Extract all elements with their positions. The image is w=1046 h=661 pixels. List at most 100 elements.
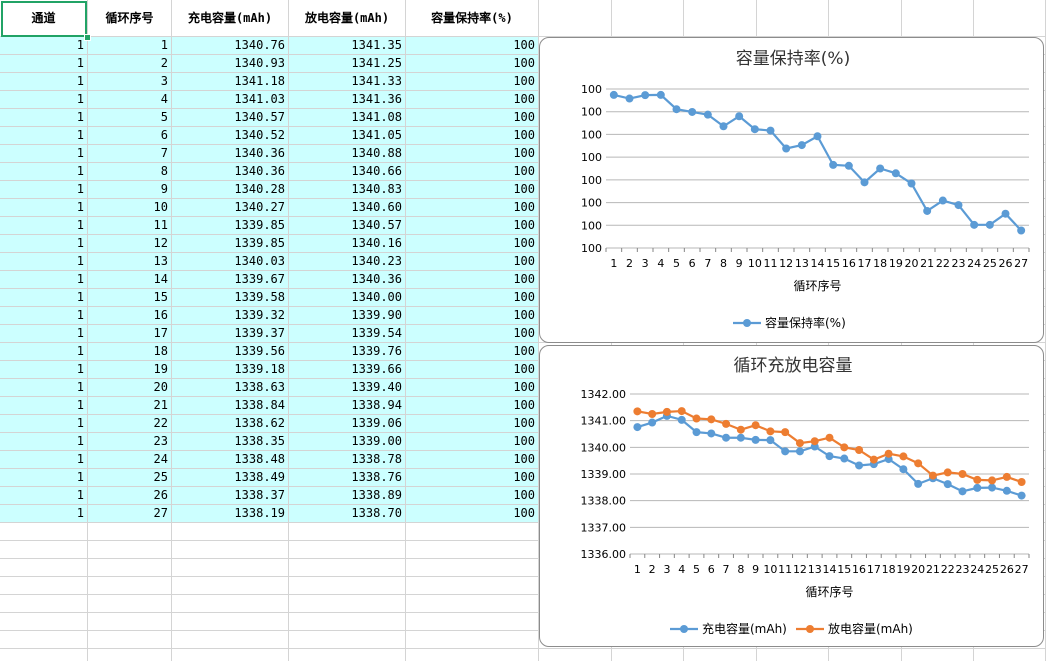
empty-cell[interactable] — [289, 577, 406, 595]
cell-channel[interactable]: 1 — [0, 217, 88, 235]
empty-cell[interactable] — [172, 541, 289, 559]
cell-charge[interactable]: 1339.85 — [172, 217, 289, 235]
empty-cell[interactable] — [406, 523, 539, 541]
cell-channel[interactable]: 1 — [0, 181, 88, 199]
empty-cell[interactable] — [172, 631, 289, 649]
empty-cell[interactable] — [88, 631, 172, 649]
cell-channel[interactable]: 1 — [0, 235, 88, 253]
cell-cycle[interactable]: 22 — [88, 415, 172, 433]
cell-charge[interactable]: 1338.63 — [172, 379, 289, 397]
cell-charge[interactable]: 1339.85 — [172, 235, 289, 253]
cell-retention[interactable]: 100 — [406, 289, 539, 307]
cell-channel[interactable]: 1 — [0, 487, 88, 505]
cell-cycle[interactable]: 16 — [88, 307, 172, 325]
cell-discharge[interactable]: 1340.60 — [289, 199, 406, 217]
cell-channel[interactable]: 1 — [0, 145, 88, 163]
cell-charge[interactable]: 1340.76 — [172, 37, 289, 55]
cell-discharge[interactable]: 1339.54 — [289, 325, 406, 343]
cell-charge[interactable]: 1340.28 — [172, 181, 289, 199]
empty-cell[interactable] — [406, 595, 539, 613]
cell-retention[interactable]: 100 — [406, 55, 539, 73]
cell-channel[interactable]: 1 — [0, 163, 88, 181]
cell-retention[interactable]: 100 — [406, 397, 539, 415]
cell-cycle[interactable]: 27 — [88, 505, 172, 523]
empty-cell[interactable] — [172, 649, 289, 661]
header-cell-discharge[interactable]: 放电容量(mAh) — [289, 0, 406, 37]
header-cell-channel[interactable]: 通道 — [0, 0, 88, 37]
cell-retention[interactable]: 100 — [406, 73, 539, 91]
cell-discharge[interactable]: 1341.35 — [289, 37, 406, 55]
cell-discharge[interactable]: 1338.70 — [289, 505, 406, 523]
cell-channel[interactable]: 1 — [0, 55, 88, 73]
empty-cell[interactable] — [757, 0, 829, 37]
empty-cell[interactable] — [0, 649, 88, 661]
cell-cycle[interactable]: 21 — [88, 397, 172, 415]
cell-channel[interactable]: 1 — [0, 451, 88, 469]
cell-retention[interactable]: 100 — [406, 235, 539, 253]
cell-cycle[interactable]: 7 — [88, 145, 172, 163]
cell-cycle[interactable]: 14 — [88, 271, 172, 289]
cell-discharge[interactable]: 1338.94 — [289, 397, 406, 415]
cell-discharge[interactable]: 1340.88 — [289, 145, 406, 163]
empty-cell[interactable] — [539, 649, 612, 661]
empty-cell[interactable] — [289, 613, 406, 631]
cell-cycle[interactable]: 10 — [88, 199, 172, 217]
cell-discharge[interactable]: 1341.05 — [289, 127, 406, 145]
empty-cell[interactable] — [172, 613, 289, 631]
empty-cell[interactable] — [0, 577, 88, 595]
cell-charge[interactable]: 1340.52 — [172, 127, 289, 145]
cell-cycle[interactable]: 9 — [88, 181, 172, 199]
empty-cell[interactable] — [289, 523, 406, 541]
header-cell-retention[interactable]: 容量保持率(%) — [406, 0, 539, 37]
capacity-chart[interactable]: 循环充放电容量 1336.00 1337.00 1338.00 1339.00 1340.… — [539, 345, 1044, 647]
cell-channel[interactable]: 1 — [0, 289, 88, 307]
cell-channel[interactable]: 1 — [0, 433, 88, 451]
cell-charge[interactable]: 1339.32 — [172, 307, 289, 325]
cell-discharge[interactable]: 1341.25 — [289, 55, 406, 73]
cell-discharge[interactable]: 1339.06 — [289, 415, 406, 433]
cell-charge[interactable]: 1340.03 — [172, 253, 289, 271]
cell-cycle[interactable]: 25 — [88, 469, 172, 487]
cell-channel[interactable]: 1 — [0, 307, 88, 325]
cell-charge[interactable]: 1338.37 — [172, 487, 289, 505]
cell-discharge[interactable]: 1341.33 — [289, 73, 406, 91]
cell-channel[interactable]: 1 — [0, 361, 88, 379]
cell-cycle[interactable]: 12 — [88, 235, 172, 253]
empty-cell[interactable] — [172, 523, 289, 541]
cell-charge[interactable]: 1338.84 — [172, 397, 289, 415]
empty-cell[interactable] — [612, 649, 684, 661]
cell-discharge[interactable]: 1339.76 — [289, 343, 406, 361]
cell-discharge[interactable]: 1339.66 — [289, 361, 406, 379]
empty-cell[interactable] — [172, 595, 289, 613]
cell-charge[interactable]: 1338.49 — [172, 469, 289, 487]
empty-cell[interactable] — [406, 631, 539, 649]
empty-cell[interactable] — [829, 649, 902, 661]
cell-charge[interactable]: 1338.35 — [172, 433, 289, 451]
empty-cell[interactable] — [612, 0, 684, 37]
cell-discharge[interactable]: 1338.89 — [289, 487, 406, 505]
header-cell-charge[interactable]: 充电容量(mAh) — [172, 0, 289, 37]
empty-cell[interactable] — [902, 649, 974, 661]
cell-cycle[interactable]: 18 — [88, 343, 172, 361]
empty-cell[interactable] — [289, 541, 406, 559]
empty-cell[interactable] — [172, 559, 289, 577]
cell-retention[interactable]: 100 — [406, 181, 539, 199]
cell-retention[interactable]: 100 — [406, 127, 539, 145]
cell-cycle[interactable]: 11 — [88, 217, 172, 235]
cell-retention[interactable]: 100 — [406, 469, 539, 487]
cell-cycle[interactable]: 24 — [88, 451, 172, 469]
cell-retention[interactable]: 100 — [406, 199, 539, 217]
empty-cell[interactable] — [684, 0, 757, 37]
empty-cell[interactable] — [406, 649, 539, 661]
cell-channel[interactable]: 1 — [0, 397, 88, 415]
cell-charge[interactable]: 1338.62 — [172, 415, 289, 433]
cell-discharge[interactable]: 1340.57 — [289, 217, 406, 235]
cell-channel[interactable]: 1 — [0, 415, 88, 433]
cell-discharge[interactable]: 1340.66 — [289, 163, 406, 181]
cell-retention[interactable]: 100 — [406, 37, 539, 55]
cell-discharge[interactable]: 1340.00 — [289, 289, 406, 307]
cell-charge[interactable]: 1338.19 — [172, 505, 289, 523]
cell-charge[interactable]: 1340.57 — [172, 109, 289, 127]
empty-cell[interactable] — [406, 613, 539, 631]
